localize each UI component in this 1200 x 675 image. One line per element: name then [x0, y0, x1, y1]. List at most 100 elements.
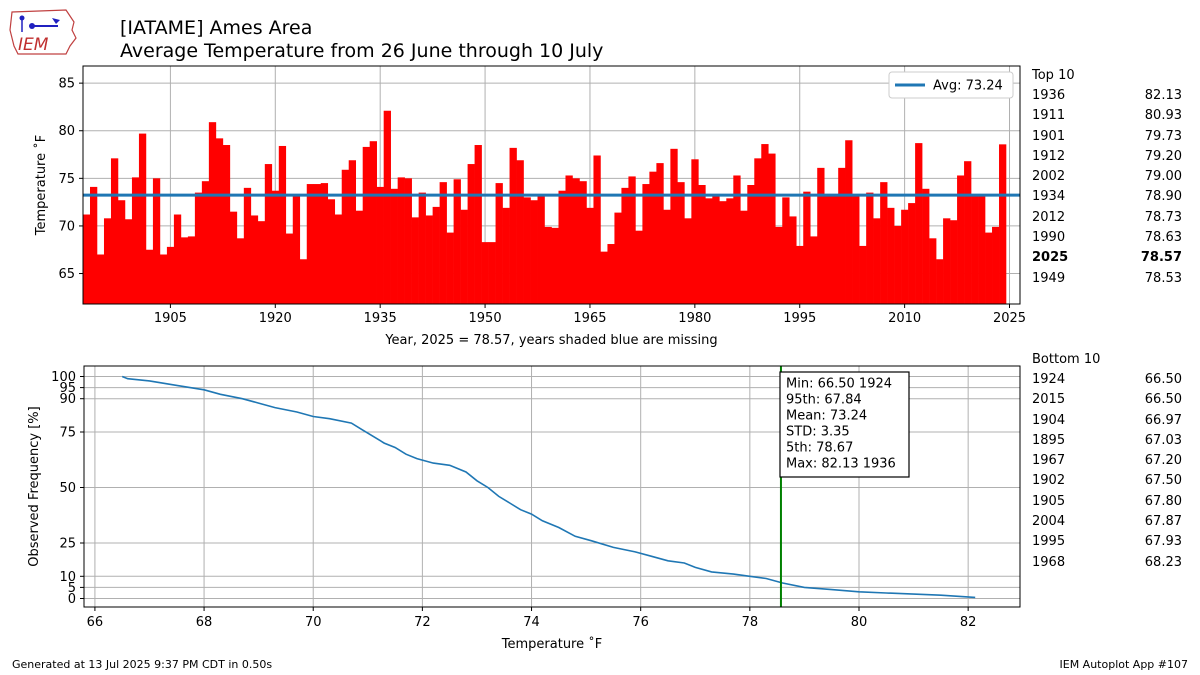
bar-1931 — [348, 160, 357, 304]
bar-1985 — [726, 198, 734, 304]
bar-1994 — [789, 216, 797, 304]
stats-line: Min: 66.50 1924 — [786, 377, 892, 392]
bar-1944 — [439, 182, 447, 304]
y-axis-label: Observed Frequency [%] — [27, 406, 42, 566]
bottom10-value: 67.80 — [1144, 493, 1182, 509]
top10-header: Top 10 — [1032, 68, 1075, 83]
bar-1989 — [754, 158, 762, 304]
top10-row: 1912 79.20 — [1032, 147, 1182, 167]
bar-2000 — [831, 194, 839, 304]
bottom10-year: 2015 — [1032, 392, 1066, 408]
top10-year: 1911 — [1032, 108, 1066, 124]
bar-1960 — [551, 227, 559, 304]
bar-1966 — [593, 155, 601, 304]
top10-year: 2002 — [1032, 169, 1066, 185]
bar-1981 — [698, 185, 706, 304]
bar-1971 — [628, 176, 636, 304]
x-tick-label: 82 — [960, 615, 977, 630]
top10-year: 1901 — [1032, 128, 1066, 144]
bar-1943 — [432, 206, 440, 304]
chart-title-line1: [IATAME] Ames Area — [120, 17, 313, 39]
x-tick-label: 74 — [523, 615, 540, 630]
bar-1964 — [579, 181, 587, 304]
x-tick-label: 1980 — [678, 311, 711, 326]
stats-line: STD: 3.35 — [786, 425, 850, 440]
bar-1938 — [397, 177, 405, 304]
top10-row: 1990 78.63 — [1032, 228, 1182, 248]
top10-row: 1911 80.93 — [1032, 106, 1182, 126]
bar-1936 — [383, 110, 391, 304]
x-tick-label: 1920 — [259, 311, 292, 326]
bar-1934 — [369, 141, 377, 304]
bar-2011 — [908, 203, 916, 304]
y-tick-label: 25 — [59, 537, 76, 552]
bar-1917 — [250, 215, 259, 304]
bottom10-year: 1895 — [1032, 432, 1066, 448]
bar-2015 — [936, 259, 944, 304]
bar-1897 — [110, 158, 119, 304]
bar-1956 — [523, 197, 531, 304]
bar-1961 — [558, 190, 566, 304]
bar-1918 — [257, 221, 266, 304]
top10-value: 82.13 — [1144, 88, 1182, 103]
bar-2017 — [950, 220, 958, 304]
y-tick-label: 80 — [58, 124, 75, 139]
bar-1911 — [208, 122, 217, 304]
x-tick-label: 1950 — [469, 311, 502, 326]
bar-1901 — [138, 133, 147, 304]
y-tick-label: 90 — [59, 392, 76, 407]
y-tick-label: 65 — [58, 267, 75, 282]
stats-line: Max: 82.13 1936 — [786, 457, 896, 472]
bar-1969 — [614, 212, 622, 304]
top10-row: 2025 78.57 — [1032, 248, 1182, 268]
bottom10-value: 68.23 — [1144, 554, 1182, 570]
bar-1976 — [663, 209, 671, 304]
x-tick-label: 2025 — [993, 311, 1026, 326]
bar-1973 — [642, 184, 650, 304]
bar-1950 — [481, 242, 489, 304]
top10-value: 78.63 — [1144, 230, 1182, 246]
bottom10-row: 1967 67.20 — [1032, 451, 1182, 471]
bottom10-year: 1967 — [1032, 453, 1066, 469]
bar-1928 — [327, 199, 336, 304]
x-tick-label: 1965 — [573, 311, 606, 326]
bar-1957 — [530, 200, 538, 304]
bar-2022 — [985, 232, 993, 304]
bar-1977 — [670, 148, 678, 304]
bar-1947 — [460, 209, 468, 304]
x-tick-label: 80 — [851, 615, 868, 630]
bottom10-row: 1904 66.97 — [1032, 411, 1182, 431]
bar-1920 — [271, 190, 280, 304]
x-tick-label: 72 — [414, 615, 431, 630]
bar-1914 — [229, 211, 238, 304]
bar-1939 — [404, 178, 412, 304]
bar-1933 — [362, 146, 370, 304]
bar-2008 — [887, 207, 895, 304]
bar-1906 — [173, 214, 182, 304]
x-tick-label: 1935 — [364, 311, 397, 326]
bar-1941 — [418, 192, 426, 304]
bar-1919 — [264, 164, 273, 304]
bar-1913 — [222, 145, 231, 304]
bar-1929 — [334, 214, 343, 304]
bar-1958 — [537, 195, 545, 304]
bar-1948 — [467, 164, 475, 304]
bar-1924 — [299, 259, 308, 304]
top10-row: 1949 78.53 — [1032, 269, 1182, 289]
bar-1942 — [425, 215, 433, 304]
y-tick-label: 85 — [58, 77, 75, 92]
bar-1962 — [565, 175, 573, 304]
x-axis-label: Temperature ˚F — [501, 636, 602, 652]
y-axis-label: Temperature ˚F — [33, 135, 49, 236]
bar-1910 — [201, 181, 210, 304]
bar-2013 — [922, 188, 930, 304]
x-tick-label: 66 — [87, 615, 104, 630]
bar-1921 — [278, 145, 287, 304]
bar-1986 — [733, 175, 741, 304]
top10-value: 79.00 — [1144, 169, 1182, 185]
bar-1946 — [453, 179, 461, 304]
bar-2021 — [978, 195, 986, 304]
stats-line: Mean: 73.24 — [786, 409, 867, 424]
bar-2019 — [964, 161, 972, 304]
